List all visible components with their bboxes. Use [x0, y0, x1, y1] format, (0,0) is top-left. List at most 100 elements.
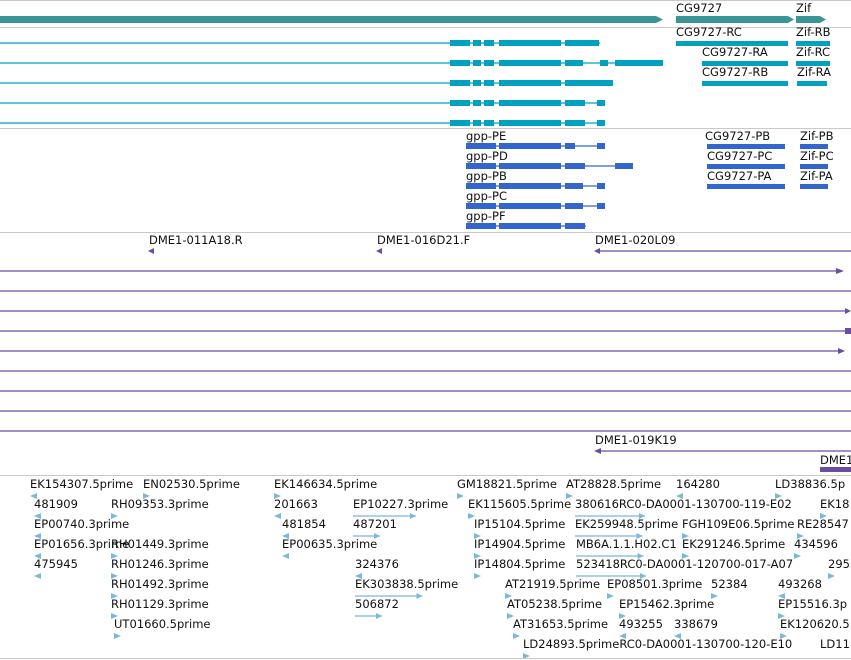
transcript-row[interactable] — [0, 40, 600, 46]
clone-lines[interactable] — [0, 268, 851, 432]
est-feature-arrow-right-icon[interactable] — [778, 613, 785, 619]
est-label: 487201 — [353, 517, 397, 531]
est-feature-arrow-right-icon[interactable] — [619, 613, 626, 619]
protein-gpp-pc[interactable] — [466, 203, 605, 209]
est-feature-arrow-right-icon[interactable] — [505, 593, 512, 599]
protein-label-cg9727-pb: CG9727-PB — [705, 129, 770, 143]
divider — [0, 27, 851, 28]
est-feature-arrow-left-icon[interactable] — [778, 593, 785, 599]
est-label: GM18821.5prime — [457, 477, 557, 491]
est-feature-arrow-right-icon[interactable] — [111, 573, 118, 579]
est-label: AT05238.5prime — [507, 597, 602, 611]
est-label: 2955 — [828, 557, 851, 571]
est-feature-arrow-left-icon[interactable] — [676, 493, 683, 499]
est-feature-arrow-left-icon[interactable] — [355, 573, 362, 579]
transcript-zif-ra[interactable] — [797, 81, 827, 86]
est-feature-arrow-left-icon[interactable] — [34, 513, 41, 519]
est-feature-arrow-right-icon[interactable] — [513, 633, 520, 639]
est-feature-arrow-right-icon[interactable] — [474, 573, 481, 579]
est-label: IP14904.5prime — [474, 537, 565, 551]
est-feature-arrow-right-icon[interactable] — [111, 613, 118, 619]
est-feature-arrow-right-icon[interactable] — [457, 493, 464, 499]
est-feature-arrow-right-icon[interactable] — [775, 493, 782, 499]
transcript-row[interactable] — [0, 100, 605, 106]
est-feature-arrow-left-icon[interactable] — [30, 493, 37, 499]
est-feature-arrow-left-icon[interactable] — [34, 573, 41, 579]
divider — [0, 232, 851, 233]
est-label: 523418RC0-DA0001-120700-017-A07 — [576, 557, 793, 571]
clone-arrow-left-icon[interactable] — [148, 248, 154, 254]
est-label: EK146634.5prime — [274, 477, 377, 491]
est-label: EP08501.3prime — [607, 577, 702, 591]
est-feature-arrow-left-icon[interactable] — [34, 533, 41, 539]
est-feature-arrow-left-icon[interactable] — [34, 553, 41, 559]
est-feature-arrow-right-icon[interactable] — [114, 633, 121, 639]
gene-span-zif[interactable] — [796, 16, 820, 23]
protein-zif-pa[interactable] — [800, 184, 828, 189]
est-feature-arrow-right-icon[interactable] — [797, 533, 804, 539]
transcript-zif-rb[interactable] — [796, 41, 830, 46]
protein-zif-pb[interactable] — [800, 144, 828, 149]
est-feature-arrow-right-icon[interactable] — [523, 653, 530, 659]
est-feature-arrow-left-icon[interactable] — [282, 553, 289, 559]
est-feature-arrow-right-icon[interactable] — [780, 633, 787, 639]
est-feature-arrow-right-icon[interactable] — [111, 593, 118, 599]
est-feature-arrow-right-icon[interactable] — [820, 513, 827, 519]
protein-gpp-pe[interactable] — [466, 143, 605, 149]
est-label: EK154307.5prime — [30, 477, 133, 491]
protein-cg9727-pa[interactable] — [707, 184, 785, 189]
protein-zif-pc[interactable] — [800, 164, 828, 169]
est-feature-arrow-right-icon[interactable] — [828, 573, 835, 579]
est-feature-arrow-right-icon[interactable] — [143, 493, 150, 499]
est-feature-arrow-right-icon[interactable] — [682, 553, 689, 559]
est-feature-arrow-left-icon[interactable] — [282, 533, 289, 539]
est-label: EN02530.5prime — [143, 477, 240, 491]
clone-arrow-left-icon[interactable] — [376, 248, 382, 254]
est-feature-arrow-right-icon[interactable] — [711, 593, 718, 599]
transcript-cg9727-ra[interactable] — [702, 61, 788, 66]
protein-gpp-pd[interactable] — [466, 163, 633, 169]
est-feature-arrow-right-icon — [639, 513, 645, 519]
est-label: 380616RC0-DA0001-130700-119-E02 — [575, 497, 792, 511]
transcript-row[interactable] — [0, 60, 663, 66]
est-feature-arrow-left-icon[interactable] — [274, 513, 281, 519]
clone-label-edge: DME1 — [820, 453, 851, 467]
est-feature-arrow-right-icon[interactable] — [468, 513, 475, 519]
protein-gpp-pb[interactable] — [466, 183, 605, 189]
est-label: RH01449.3prime — [111, 537, 209, 551]
clone-label-019k19: DME1-019K19 — [595, 433, 677, 447]
transcript-row[interactable] — [0, 120, 605, 126]
protein-gpp-pf[interactable] — [466, 223, 586, 229]
protein-label-gpp-pb: gpp-PB — [466, 169, 507, 183]
gene-span-cg9727[interactable] — [676, 16, 788, 23]
divider — [0, 658, 851, 659]
clone-edge-span[interactable] — [820, 467, 851, 472]
est-feature-arrow-left-icon[interactable] — [619, 633, 626, 639]
est-label: RH09353.3prime — [111, 497, 209, 511]
est-feature-arrow-right-icon[interactable] — [111, 553, 118, 559]
est-feature-arrow-right-icon[interactable] — [682, 533, 689, 539]
est-feature-arrow-right-icon — [640, 573, 646, 579]
transcript-cg9727-rb[interactable] — [702, 81, 788, 86]
est-feature-arrow-right-icon[interactable] — [794, 553, 801, 559]
protein-cg9727-pc[interactable] — [707, 164, 785, 169]
transcript-cg9727-rc[interactable] — [676, 41, 788, 46]
est-feature-arrow-right-icon[interactable] — [507, 613, 514, 619]
est-label: EK259948.5prime — [575, 517, 678, 531]
est-feature-arrow-right-icon[interactable] — [274, 493, 281, 499]
est-feature-arrow-right-icon[interactable] — [566, 493, 573, 499]
transcript-row[interactable] — [0, 80, 613, 86]
est-label: LD11 — [820, 637, 850, 651]
gene-track: CG9727 Zif — [0, 0, 851, 28]
est-feature-arrow-right-icon[interactable] — [474, 553, 481, 559]
est-feature-arrow-right-icon[interactable] — [474, 533, 481, 539]
transcript-zif-rc[interactable] — [796, 61, 830, 66]
est-feature-arrow-right-icon[interactable] — [111, 513, 118, 519]
protein-cg9727-pb[interactable] — [707, 144, 785, 149]
est-feature-arrow-left-icon[interactable] — [674, 633, 681, 639]
est-label: IP15104.5prime — [474, 517, 565, 531]
est-label: LD24893.5primeRC0-DA0001-130700-120-E10 — [523, 637, 792, 651]
gene-span-bar[interactable] — [0, 16, 656, 23]
est-feature-arrow-right-icon[interactable] — [607, 593, 614, 599]
